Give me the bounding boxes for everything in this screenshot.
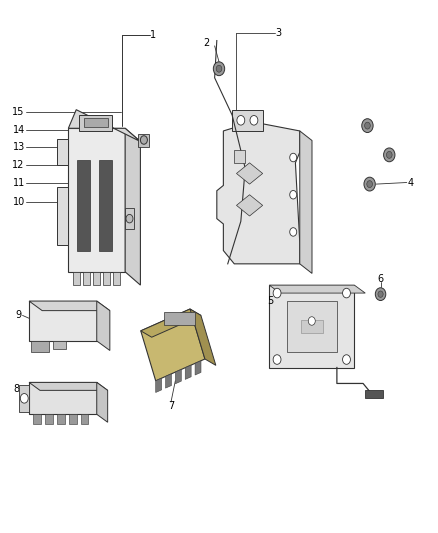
Circle shape <box>364 177 375 191</box>
Polygon shape <box>99 160 112 251</box>
Circle shape <box>343 355 350 365</box>
Polygon shape <box>97 301 110 351</box>
Text: 1: 1 <box>149 30 155 41</box>
Circle shape <box>216 65 222 72</box>
Bar <box>73 272 80 285</box>
Polygon shape <box>141 309 201 337</box>
Polygon shape <box>269 285 365 293</box>
Polygon shape <box>68 128 125 272</box>
Text: 15: 15 <box>12 107 25 117</box>
Circle shape <box>384 148 395 162</box>
Circle shape <box>273 288 281 298</box>
Bar <box>69 414 77 424</box>
Polygon shape <box>141 309 205 381</box>
Polygon shape <box>29 301 110 311</box>
Polygon shape <box>190 309 216 365</box>
Polygon shape <box>77 160 90 251</box>
Text: 13: 13 <box>12 142 25 152</box>
Polygon shape <box>166 374 171 388</box>
Circle shape <box>290 228 297 236</box>
Polygon shape <box>125 208 134 229</box>
Polygon shape <box>175 369 181 384</box>
Circle shape <box>290 154 297 162</box>
Polygon shape <box>237 195 263 216</box>
Polygon shape <box>97 382 108 422</box>
Bar <box>287 301 337 352</box>
Circle shape <box>367 181 372 188</box>
Text: 14: 14 <box>12 125 25 135</box>
Polygon shape <box>29 382 108 390</box>
Text: 2: 2 <box>204 38 210 48</box>
Text: 4: 4 <box>408 177 414 188</box>
Circle shape <box>273 355 281 365</box>
Bar <box>103 272 110 285</box>
Polygon shape <box>195 361 201 375</box>
Bar <box>301 320 323 333</box>
Polygon shape <box>29 301 97 341</box>
Polygon shape <box>68 110 141 142</box>
Circle shape <box>362 119 373 133</box>
Polygon shape <box>57 139 68 165</box>
Circle shape <box>343 288 350 298</box>
Bar <box>93 272 100 285</box>
Text: 12: 12 <box>12 160 25 170</box>
Polygon shape <box>185 365 191 379</box>
Circle shape <box>250 116 258 125</box>
Circle shape <box>290 190 297 199</box>
Circle shape <box>378 291 383 297</box>
Bar <box>31 341 49 352</box>
Polygon shape <box>19 385 29 411</box>
Text: 10: 10 <box>12 197 25 207</box>
Text: 5: 5 <box>267 296 273 306</box>
Circle shape <box>141 136 148 144</box>
Text: 6: 6 <box>378 274 384 284</box>
Bar <box>83 272 90 285</box>
Circle shape <box>126 214 133 223</box>
Polygon shape <box>84 118 108 127</box>
Text: 7: 7 <box>168 401 174 411</box>
Circle shape <box>308 317 315 325</box>
Text: 9: 9 <box>15 310 21 320</box>
Text: 3: 3 <box>275 28 281 38</box>
Polygon shape <box>29 382 97 414</box>
Bar <box>81 414 88 424</box>
Polygon shape <box>125 128 141 285</box>
Bar <box>53 341 66 349</box>
Polygon shape <box>79 115 112 131</box>
Circle shape <box>20 393 28 403</box>
Polygon shape <box>155 378 162 392</box>
Polygon shape <box>232 110 263 131</box>
Circle shape <box>386 151 392 158</box>
Text: 11: 11 <box>12 177 25 188</box>
Polygon shape <box>57 187 68 245</box>
Bar <box>57 414 65 424</box>
Circle shape <box>364 122 370 129</box>
Circle shape <box>237 116 245 125</box>
Polygon shape <box>138 134 149 147</box>
Polygon shape <box>300 131 312 273</box>
Polygon shape <box>365 390 383 398</box>
Bar <box>234 150 245 163</box>
Bar <box>45 414 53 424</box>
Circle shape <box>213 62 225 76</box>
Text: 8: 8 <box>13 384 19 394</box>
Bar <box>113 272 120 285</box>
Bar <box>164 312 195 325</box>
Polygon shape <box>237 163 263 184</box>
Polygon shape <box>217 123 300 264</box>
Circle shape <box>375 288 386 301</box>
Bar <box>33 414 41 424</box>
Polygon shape <box>269 285 354 368</box>
